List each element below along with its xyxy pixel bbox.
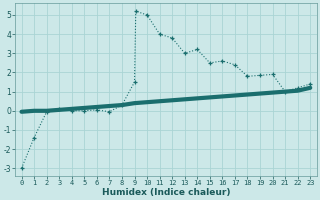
X-axis label: Humidex (Indice chaleur): Humidex (Indice chaleur)	[102, 188, 230, 197]
